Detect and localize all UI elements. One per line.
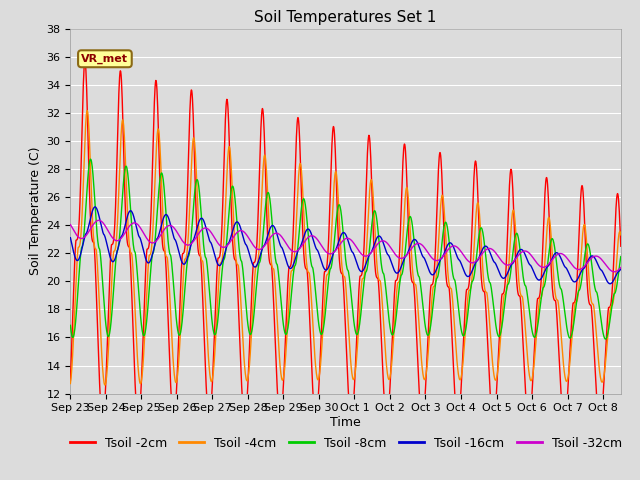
Y-axis label: Soil Temperature (C): Soil Temperature (C) <box>29 147 42 276</box>
Text: VR_met: VR_met <box>81 54 129 64</box>
X-axis label: Time: Time <box>330 416 361 429</box>
Legend: Tsoil -2cm, Tsoil -4cm, Tsoil -8cm, Tsoil -16cm, Tsoil -32cm: Tsoil -2cm, Tsoil -4cm, Tsoil -8cm, Tsoi… <box>65 432 627 455</box>
Title: Soil Temperatures Set 1: Soil Temperatures Set 1 <box>255 10 436 25</box>
